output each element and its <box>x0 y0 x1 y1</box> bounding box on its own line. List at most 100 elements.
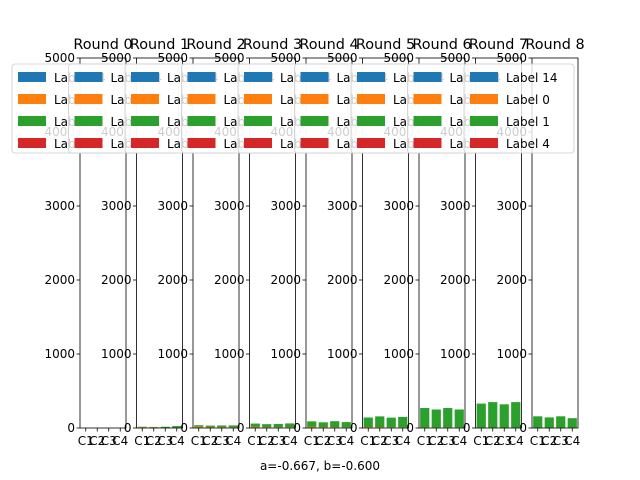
ytick-label-8-5: 5000 <box>496 51 527 65</box>
bar-3-2-3 <box>285 423 295 428</box>
ytick-label-6-2: 2000 <box>383 273 414 287</box>
legend-swatch-8-1 <box>470 94 498 104</box>
bar-7-2-1 <box>488 402 498 428</box>
bar-3-1-1 <box>262 427 272 428</box>
bar-7-2-3 <box>511 402 521 428</box>
bar-8-2-3 <box>567 418 577 428</box>
xtick-label-2-3: C4 <box>225 434 241 448</box>
ytick-label-3-1: 1000 <box>214 347 245 361</box>
bar-7-2-2 <box>499 404 509 428</box>
xtick-label-7-1: C2 <box>485 434 501 448</box>
xtick-label-2-0: C1 <box>191 434 207 448</box>
xtick-label-1-0: C1 <box>134 434 150 448</box>
xtick-label-7-0: C1 <box>473 434 489 448</box>
legend-swatch-7-0 <box>413 72 442 82</box>
legend-swatch-5-1 <box>300 94 329 104</box>
xtick-label-1-1: C2 <box>146 434 162 448</box>
xtick-label-4-2: C3 <box>327 434 343 448</box>
ytick-label-7-1: 1000 <box>440 347 471 361</box>
bar-1-2-2 <box>160 426 170 428</box>
ytick-label-3-5: 5000 <box>214 51 245 65</box>
ytick-label-1-3: 3000 <box>101 199 132 213</box>
legend-swatch-7-3 <box>413 138 442 148</box>
legend-swatch-5-0 <box>300 72 329 82</box>
ytick-label-7-3: 3000 <box>440 199 471 213</box>
panel-title-1: Round 1 <box>130 37 189 53</box>
xtick-label-6-1: C2 <box>428 434 444 448</box>
legend-swatch-0-2 <box>18 116 46 126</box>
bar-5-1-0 <box>363 427 373 428</box>
panel-title-7: Round 7 <box>469 37 528 53</box>
panel-title-5: Round 5 <box>356 37 415 53</box>
legend-swatch-6-3 <box>357 138 385 148</box>
panel-8: 010002000300040005000C1C2C3C4Round 8Labe… <box>463 37 585 448</box>
legend-swatch-3-2 <box>187 116 216 126</box>
bar-4-1-2 <box>330 427 340 428</box>
legend-swatch-5-3 <box>300 138 329 148</box>
bar-1-1-0 <box>137 427 147 428</box>
legend-swatch-3-3 <box>187 138 216 148</box>
panel-frame-3 <box>249 57 296 429</box>
xtick-label-3-0: C1 <box>247 434 263 448</box>
bar-7-2-0 <box>476 403 486 428</box>
bar-3-2-1 <box>262 424 272 428</box>
ytick-label-8-2: 2000 <box>496 273 527 287</box>
bar-8-2-2 <box>556 416 566 428</box>
ytick-label-1-2: 2000 <box>101 273 132 287</box>
xtick-label-0-1: C2 <box>89 434 105 448</box>
bar-4-2-2 <box>330 421 340 428</box>
xtick-label-8-0: C1 <box>530 434 546 448</box>
ytick-label-4-2: 2000 <box>270 273 301 287</box>
legend-swatch-6-2 <box>357 116 385 126</box>
ytick-label-2-5: 5000 <box>157 51 188 65</box>
xtick-label-3-3: C4 <box>282 434 298 448</box>
bar-5-2-1 <box>375 416 385 428</box>
xtick-label-5-0: C1 <box>360 434 376 448</box>
legend-swatch-7-2 <box>413 116 442 126</box>
panel-frame-6 <box>418 57 466 429</box>
panel-frame-1 <box>136 57 183 429</box>
xtick-label-8-3: C4 <box>564 434 580 448</box>
ytick-label-8-1: 1000 <box>496 347 527 361</box>
legend-swatch-8-2 <box>470 116 498 126</box>
panel-title-0: Round 0 <box>73 37 132 53</box>
xtick-label-0-2: C3 <box>101 434 117 448</box>
panel-frame-7 <box>475 57 522 429</box>
panel-title-3: Round 3 <box>243 37 302 53</box>
xtick-label-3-2: C3 <box>270 434 286 448</box>
bar-6-2-0 <box>420 408 430 428</box>
ytick-label-0-2: 2000 <box>44 273 75 287</box>
bar-8-2-1 <box>544 417 554 428</box>
legend-swatch-1-2 <box>74 116 103 126</box>
legend-swatch-2-1 <box>131 94 159 104</box>
ytick-label-1-0: 0 <box>124 421 132 435</box>
bar-2-2-3 <box>228 425 238 428</box>
legend-swatch-1-3 <box>74 138 103 148</box>
ytick-label-6-3: 3000 <box>383 199 414 213</box>
bar-5-1-1 <box>375 427 385 428</box>
panels-layer: 010002000300040005000C1C2C3C4Round 0Labe… <box>11 37 585 448</box>
legend-8: Label 14 Label 0 Label 1 Label 4 <box>463 63 575 154</box>
bar-3-2-2 <box>273 423 283 428</box>
xtick-label-4-0: C1 <box>304 434 320 448</box>
ytick-label-5-1: 1000 <box>327 347 358 361</box>
legend-swatch-0-1 <box>18 94 46 104</box>
panel-title-4: Round 4 <box>299 37 358 53</box>
legend-box-8 <box>463 63 575 154</box>
bar-4-1-0 <box>307 426 317 428</box>
legend-swatch-8-0 <box>470 72 498 82</box>
ytick-label-2-1: 1000 <box>157 347 188 361</box>
bar-4-2-3 <box>341 422 351 428</box>
legend-swatch-6-0 <box>357 72 385 82</box>
bar-5-2-3 <box>398 416 408 428</box>
bar-6-2-1 <box>431 409 441 428</box>
legend-swatch-0-0 <box>18 72 46 82</box>
ytick-label-7-5: 5000 <box>440 51 471 65</box>
ytick-label-0-3: 3000 <box>44 199 75 213</box>
bar-3-2-0 <box>250 423 260 427</box>
ytick-label-4-0: 0 <box>293 421 301 435</box>
bar-2-1-0 <box>194 426 204 428</box>
bar-6-2-2 <box>443 408 453 428</box>
bar-3-1-0 <box>250 426 260 428</box>
